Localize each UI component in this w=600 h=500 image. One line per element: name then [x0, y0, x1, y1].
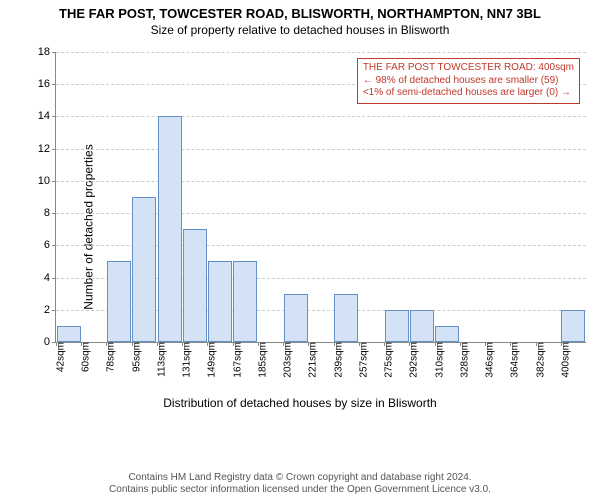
x-axis-label: Distribution of detached houses by size … — [0, 396, 600, 410]
bar — [561, 310, 585, 342]
footer-line2: Contains public sector information licen… — [0, 484, 600, 496]
y-tick: 2 — [44, 304, 56, 316]
x-tick: 95sqm — [127, 342, 142, 372]
annotation-line2: ← 98% of detached houses are smaller (59… — [363, 75, 574, 88]
bar — [233, 261, 257, 342]
x-tick: 60sqm — [77, 342, 92, 372]
y-tick: 12 — [38, 143, 56, 155]
bar — [208, 261, 232, 342]
bar — [334, 294, 358, 342]
x-tick: 203sqm — [279, 342, 294, 378]
grid-line — [56, 181, 586, 182]
y-tick: 14 — [38, 110, 56, 122]
chart-title-sub: Size of property relative to detached ho… — [0, 21, 600, 37]
bar — [410, 310, 434, 342]
x-tick: 167sqm — [228, 342, 243, 378]
x-tick: 131sqm — [178, 342, 193, 378]
bar — [183, 229, 207, 342]
x-tick: 185sqm — [253, 342, 268, 378]
y-tick: 4 — [44, 272, 56, 284]
y-tick: 18 — [38, 46, 56, 58]
x-tick: 42sqm — [52, 342, 67, 372]
grid-line — [56, 52, 586, 53]
x-tick: 221sqm — [304, 342, 319, 378]
bar — [57, 326, 81, 342]
bar — [435, 326, 459, 342]
y-tick: 10 — [38, 175, 56, 187]
x-tick: 78sqm — [102, 342, 117, 372]
bar — [158, 116, 182, 342]
bar — [107, 261, 131, 342]
chart-title-main: THE FAR POST, TOWCESTER ROAD, BLISWORTH,… — [0, 0, 600, 21]
x-tick: 346sqm — [481, 342, 496, 378]
x-tick: 310sqm — [430, 342, 445, 378]
footer-line1: Contains HM Land Registry data © Crown c… — [0, 472, 600, 484]
bar — [284, 294, 308, 342]
x-tick: 257sqm — [354, 342, 369, 378]
bar — [385, 310, 409, 342]
x-tick: 382sqm — [531, 342, 546, 378]
y-tick: 8 — [44, 207, 56, 219]
x-tick: 149sqm — [203, 342, 218, 378]
x-tick: 113sqm — [152, 342, 167, 377]
chart-container: Number of detached properties 0246810121… — [0, 42, 600, 412]
grid-line — [56, 116, 586, 117]
annotation-line1: THE FAR POST TOWCESTER ROAD: 400sqm — [363, 62, 574, 75]
x-tick: 400sqm — [556, 342, 571, 378]
bar — [132, 197, 156, 342]
grid-line — [56, 149, 586, 150]
plot-area: 02468101214161842sqm60sqm78sqm95sqm113sq… — [55, 52, 586, 343]
y-tick: 6 — [44, 239, 56, 251]
x-tick: 239sqm — [329, 342, 344, 378]
x-tick: 328sqm — [455, 342, 470, 378]
x-tick: 364sqm — [506, 342, 521, 378]
x-tick: 292sqm — [405, 342, 420, 378]
x-tick: 275sqm — [380, 342, 395, 378]
annotation-box: THE FAR POST TOWCESTER ROAD: 400sqm ← 98… — [357, 58, 580, 104]
footer-attribution: Contains HM Land Registry data © Crown c… — [0, 472, 600, 496]
y-tick: 16 — [38, 78, 56, 90]
annotation-line3: <1% of semi-detached houses are larger (… — [363, 87, 574, 100]
